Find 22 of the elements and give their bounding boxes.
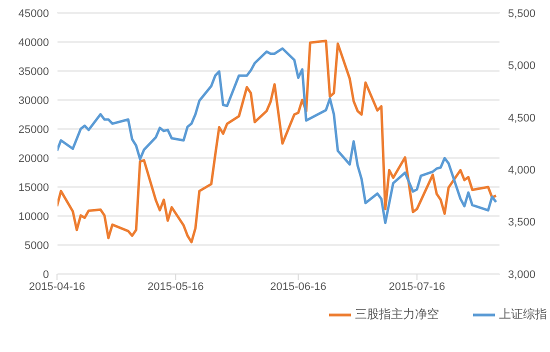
- x-tick-label: 2015-04-16: [28, 280, 86, 293]
- y-tick-label: 45000: [18, 8, 49, 20]
- y2-tick-label: 4,500: [508, 112, 536, 124]
- x-tick-label: 2015-05-16: [148, 280, 204, 293]
- legend-label: 上证综指: [499, 307, 547, 322]
- y-tick-label: 20000: [18, 152, 49, 165]
- y2-tick-label: 3,000: [508, 268, 536, 281]
- y2-tick-label: 5,000: [508, 60, 536, 72]
- y-tick-label: 25000: [18, 124, 49, 136]
- x-tick-label: 2015-07-16: [388, 280, 446, 293]
- y-tick-label: 5000: [24, 240, 49, 252]
- y2-tick-label: 5,500: [508, 8, 536, 20]
- y-tick-label: 35000: [18, 66, 49, 78]
- legend-label: 三股指主力净空: [355, 307, 439, 322]
- y-tick-label: 10000: [18, 210, 49, 223]
- y2-tick-label: 4,000: [508, 164, 536, 177]
- y-tick-label: 0: [42, 268, 49, 281]
- y2-tick-label: 3,500: [508, 216, 536, 229]
- y-tick-label: 40000: [18, 36, 49, 49]
- x-tick-label: 2015-06-16: [270, 280, 326, 293]
- y-tick-label: 15000: [18, 182, 49, 194]
- y-tick-label: 30000: [18, 94, 49, 107]
